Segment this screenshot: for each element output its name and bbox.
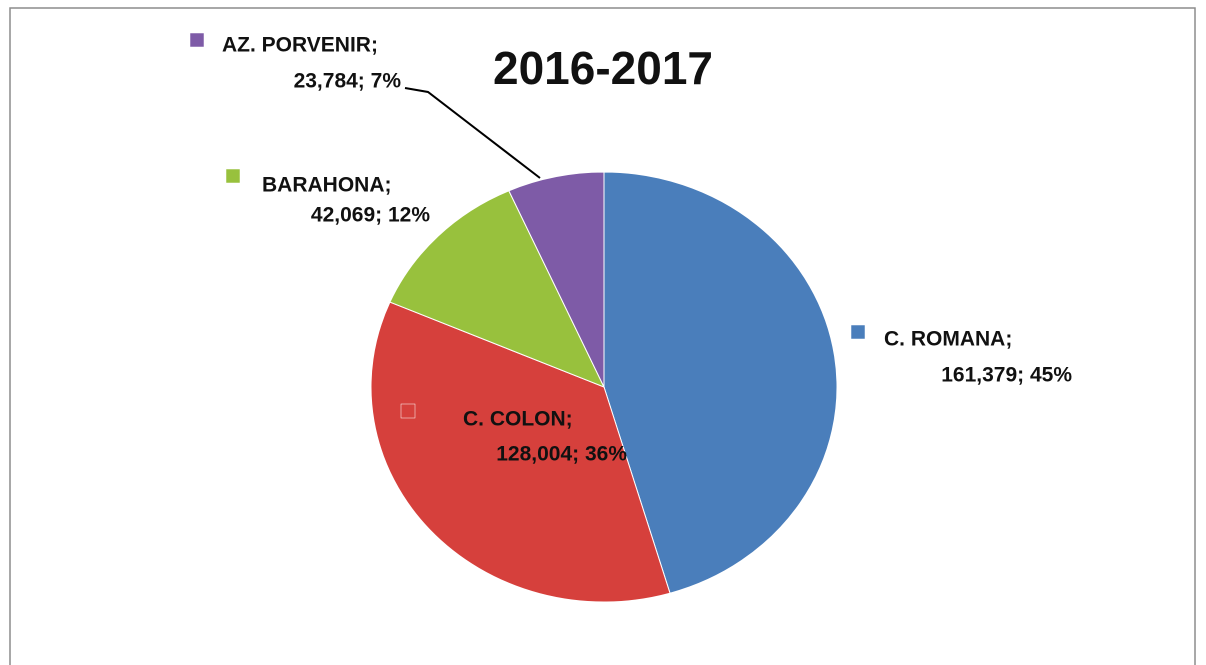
- pie-slice: [603, 171, 838, 594]
- data-label-name: C. COLON;: [463, 408, 573, 431]
- legend-key: [189, 32, 205, 48]
- data-label-name: BARAHONA;: [262, 174, 392, 197]
- data-label-value: 42,069; 12%: [311, 204, 430, 227]
- legend-key: [850, 324, 866, 340]
- pie-slice: [370, 301, 671, 603]
- chart-title: 2016-2017: [493, 42, 713, 94]
- legend-key: [225, 168, 241, 184]
- leader-line: [404, 87, 541, 179]
- data-label-value: 23,784; 7%: [294, 70, 402, 93]
- data-label-value: 128,004; 36%: [496, 443, 627, 466]
- data-label-name: C. ROMANA;: [884, 328, 1012, 351]
- legend-key: [400, 403, 416, 419]
- data-label-value: 161,379; 45%: [941, 364, 1072, 387]
- data-label-name: AZ. PORVENIR;: [222, 34, 378, 57]
- pie-slice: [389, 190, 606, 388]
- pie-slice: [508, 171, 605, 388]
